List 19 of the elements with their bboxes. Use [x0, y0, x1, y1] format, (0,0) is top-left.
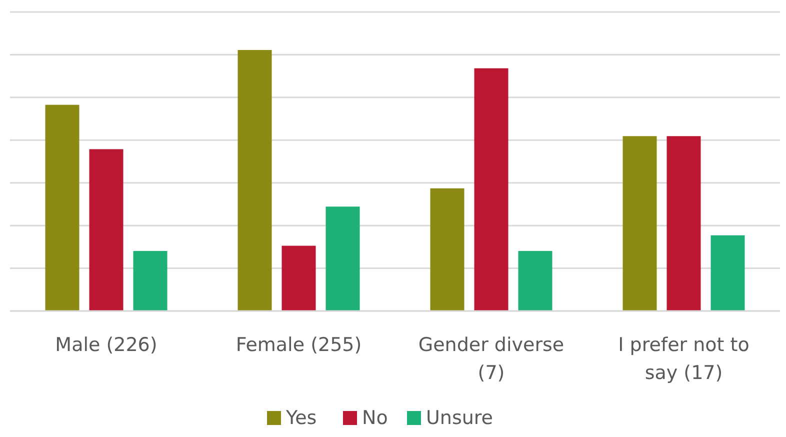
- bar: [474, 68, 508, 311]
- legend-label: Yes: [285, 407, 317, 429]
- bar: [89, 149, 124, 311]
- bar: [45, 104, 80, 311]
- bar: [282, 246, 316, 311]
- bar: [622, 136, 657, 311]
- x-tick-label: Gender diverse (7): [418, 334, 564, 384]
- bar: [518, 250, 552, 311]
- bar: [430, 188, 464, 311]
- x-tick-label: Female (255): [236, 334, 362, 356]
- legend-label: No: [362, 407, 388, 429]
- bar: [710, 235, 745, 311]
- x-tick-label: I prefer not to say (17): [618, 334, 750, 384]
- bar: [133, 250, 168, 311]
- bar: [666, 136, 701, 311]
- x-tick-label: Male (226): [55, 334, 158, 356]
- bar: [326, 206, 360, 311]
- bar: [238, 50, 272, 311]
- legend-label: Unsure: [426, 407, 493, 429]
